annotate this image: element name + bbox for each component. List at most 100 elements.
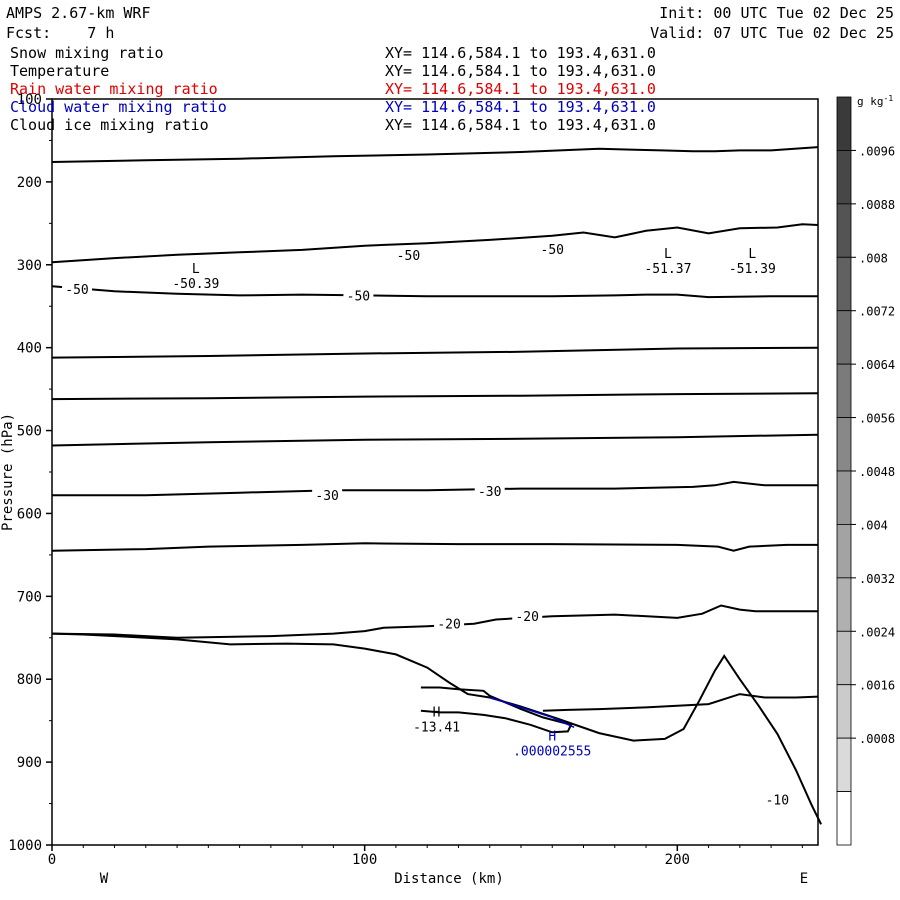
- temperature-contour-6: [52, 480, 818, 497]
- contour-label-bg-7: [512, 608, 543, 624]
- variable-name-3: Cloud water mixing ratio: [10, 98, 227, 116]
- y-tick-label-600: 600: [17, 506, 42, 522]
- variable-xy-1: XY= 114.6,584.1 to 193.4,631.0: [385, 62, 656, 80]
- init-time: Init: 00 UTC Tue 02 Dec 25: [659, 4, 894, 22]
- colorbar-bin-11: [836, 684, 852, 739]
- variable-name-0: Snow mixing ratio: [10, 44, 164, 62]
- colorbar-unit: g kg-1: [857, 94, 893, 108]
- extremum-value-0: -50.39: [172, 277, 219, 292]
- colorbar-bin-7: [836, 470, 852, 525]
- colorbar-bin-2: [836, 203, 852, 258]
- temperature-contour-2: [51, 285, 818, 299]
- extremum-value-2: -51.39: [729, 262, 776, 277]
- x-tick-label-0: 0: [48, 852, 56, 868]
- variable-name-1: Temperature: [10, 62, 110, 80]
- variable-name-4: Cloud ice mixing ratio: [10, 116, 209, 134]
- contour-label-bg-8: [762, 791, 793, 807]
- colorbar-bin-10: [836, 630, 852, 686]
- colorbar-bin-13: [836, 791, 852, 846]
- colorbar-bin-9: [836, 577, 852, 632]
- colorbar-label-6: .0048: [859, 465, 895, 479]
- contour-label-7: -20: [515, 610, 538, 625]
- contour-label-bg-2: [62, 280, 93, 296]
- east-label: E: [800, 871, 808, 887]
- colorbar: .0096 .0088 .008 .0072 .0064 .0056 .0048 .004 .0…: [836, 94, 895, 846]
- y-tick-label-200: 200: [17, 175, 42, 191]
- contour-labels: -50 -50-50 -50-30 -30-20 -20-10L-50.39L-51.3…: [62, 241, 793, 808]
- variable-name-2: Rain water mixing ratio: [10, 80, 218, 98]
- temperature-contour-10: [420, 686, 573, 734]
- x-axis-label: Distance (km): [394, 871, 504, 887]
- temperature-contour-5: [51, 433, 819, 447]
- colorbar-label-10: .0016: [859, 679, 895, 693]
- colorbar-label-3: .0072: [859, 305, 895, 319]
- contour-label-8: -10: [766, 793, 789, 808]
- extremum-value-1: -51.37: [644, 262, 691, 277]
- cloud-water-contour: [489, 696, 575, 728]
- extremum-value-4: .000002555: [513, 745, 591, 760]
- contour-label-1: -50: [541, 243, 564, 258]
- y-tick-label-700: 700: [17, 589, 42, 605]
- temperature-contour-4: [51, 392, 819, 401]
- colorbar-label-2: .008: [859, 251, 888, 265]
- extremum-mark-4: H: [548, 730, 556, 745]
- y-tick-label-400: 400: [17, 341, 42, 357]
- colorbar-bin-6: [836, 417, 852, 472]
- contour-label-bg-1: [537, 241, 568, 257]
- y-tick-label-300: 300: [17, 258, 42, 274]
- colorbar-unit-exponent: -1: [884, 94, 894, 103]
- axes: 100 200 300 400 500 600 700 800 900 1000 0 100 200 Di…: [0, 92, 819, 887]
- model-title: AMPS 2.67-km WRF: [6, 4, 151, 22]
- colorbar-label-11: .0008: [859, 732, 895, 746]
- colorbar-bin-5: [836, 363, 852, 418]
- colorbar-bin-1: [836, 150, 852, 205]
- x-tick-label-100: 100: [352, 852, 377, 868]
- contour-label-bg-6: [434, 615, 465, 631]
- x-tick-label-200: 200: [665, 852, 690, 868]
- valid-time: Valid: 07 UTC Tue 02 Dec 25: [650, 24, 894, 42]
- contour-label-5: -30: [478, 485, 501, 500]
- colorbar-label-4: .0064: [859, 358, 895, 372]
- contour-label-bg-4: [312, 487, 343, 503]
- extremum-mark-3: H: [433, 706, 441, 721]
- forecast-hour: Fcst: 7 h: [6, 24, 115, 42]
- extremum-mark-1: L: [664, 247, 672, 262]
- contour-label-3: -50: [347, 289, 370, 304]
- contour-label-6: -20: [437, 618, 460, 633]
- extremum-mark-0: L: [192, 262, 200, 277]
- temperature-contour-1: [51, 223, 819, 264]
- temperature-contours: [51, 146, 822, 825]
- colorbar-label-8: .0032: [859, 572, 895, 586]
- y-tick-label-900: 900: [17, 755, 42, 771]
- colorbar-bin-0: [836, 96, 852, 151]
- temperature-contour-0: [51, 146, 819, 163]
- contour-label-bg-3: [343, 287, 374, 303]
- contour-label-bg-0: [393, 246, 424, 262]
- west-label: W: [100, 871, 109, 887]
- colorbar-bin-4: [836, 310, 852, 365]
- temperature-contour-8: [51, 604, 818, 639]
- colorbar-label-9: .0024: [859, 625, 895, 639]
- colorbar-bin-3: [836, 256, 852, 312]
- contour-label-bg-5: [474, 483, 505, 499]
- colorbar-label-5: .0056: [859, 412, 895, 426]
- variable-xy-2: XY= 114.6,584.1 to 193.4,631.0: [385, 80, 656, 98]
- temperature-contour-3: [51, 346, 819, 359]
- extremum-value-3: -13.41: [413, 721, 460, 736]
- variable-xy-4: XY= 114.6,584.1 to 193.4,631.0: [385, 116, 656, 134]
- colorbar-bin-12: [836, 737, 852, 792]
- contour-label-0: -50: [397, 249, 420, 264]
- colorbar-label-7: .004: [859, 518, 888, 532]
- variable-xy-3: XY= 114.6,584.1 to 193.4,631.0: [385, 98, 656, 116]
- temperature-contour-7: [51, 542, 818, 552]
- contour-label-4: -30: [315, 489, 338, 504]
- y-tick-label-800: 800: [17, 672, 42, 688]
- y-axis-label: Pressure (hPa): [0, 413, 16, 531]
- variable-xy-0: XY= 114.6,584.1 to 193.4,631.0: [385, 44, 656, 62]
- extremum-mark-2: L: [748, 247, 756, 262]
- colorbar-label-0: .0096: [859, 144, 895, 158]
- temperature-contour-11: [542, 693, 819, 712]
- contour-label-2: -50: [65, 283, 88, 298]
- y-tick-label-100: 100: [17, 92, 42, 108]
